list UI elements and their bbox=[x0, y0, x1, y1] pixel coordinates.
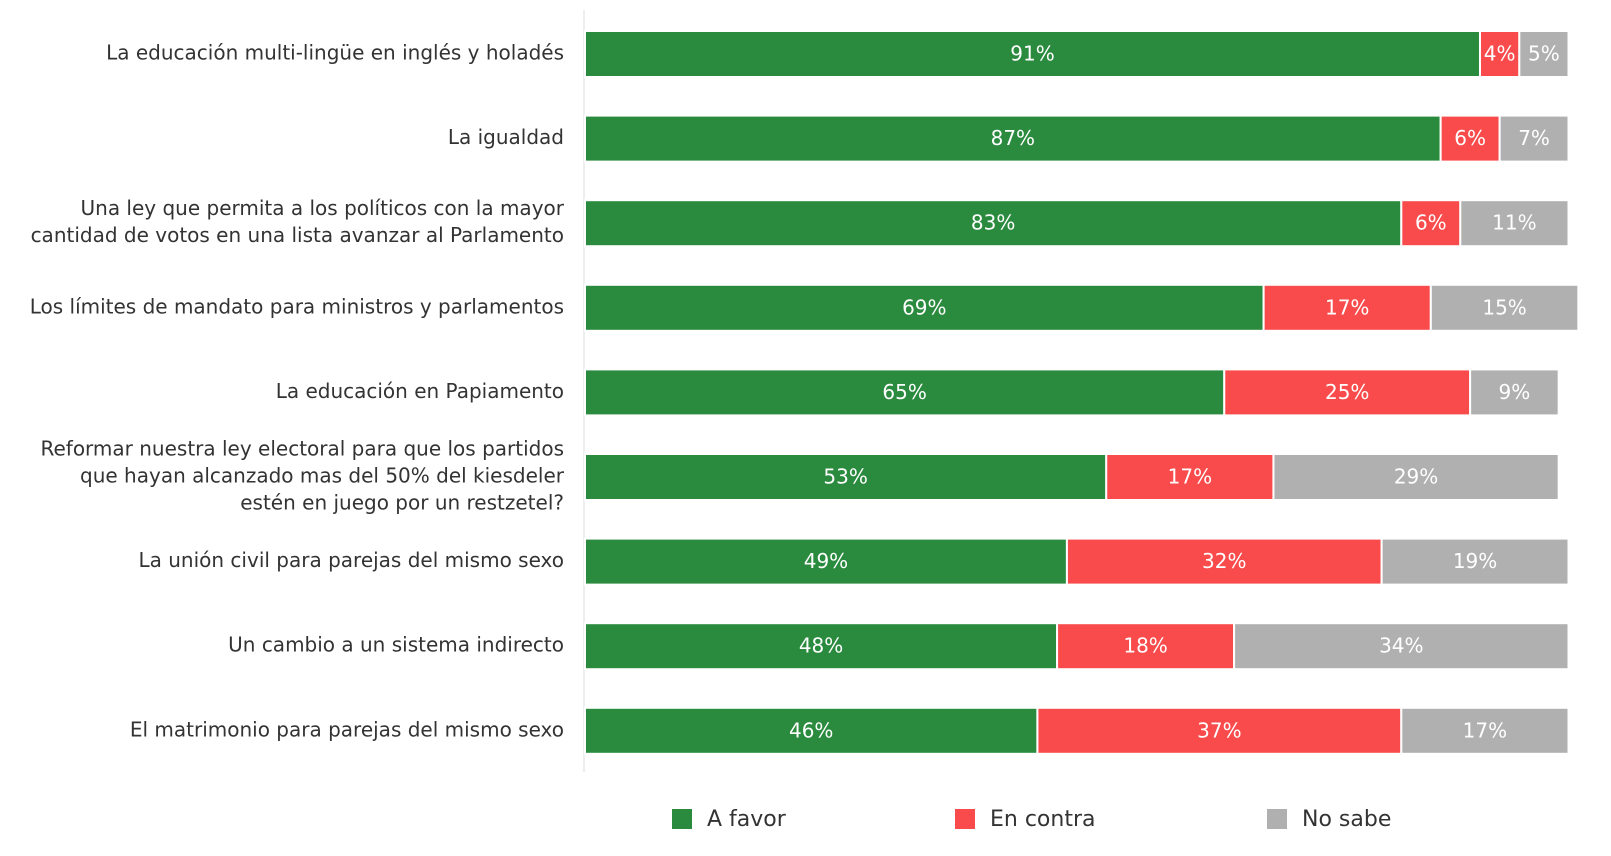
value-label: 49% bbox=[804, 549, 848, 573]
value-label: 25% bbox=[1325, 380, 1369, 404]
legend-swatch bbox=[955, 809, 975, 829]
value-label: 34% bbox=[1379, 634, 1423, 658]
bar-segment bbox=[584, 453, 1108, 501]
bar-segment bbox=[1233, 622, 1570, 671]
legend-label: No sabe bbox=[1302, 807, 1391, 832]
category-label: Reformar nuestra ley electoral para que … bbox=[40, 437, 564, 461]
bar-segment bbox=[1105, 453, 1275, 501]
category-label: La unión civil para parejas del mismo se… bbox=[139, 548, 565, 572]
value-label: 6% bbox=[1454, 126, 1486, 150]
bar-segment bbox=[1262, 283, 1432, 332]
value-label: 9% bbox=[1499, 380, 1531, 404]
category-label: Los límites de mandato para ministros y … bbox=[30, 294, 564, 318]
value-label: 37% bbox=[1197, 718, 1241, 742]
category-label: que hayan alcanzado mas del 50% del kies… bbox=[80, 464, 565, 488]
value-label: 29% bbox=[1394, 465, 1438, 489]
bar-segment bbox=[1429, 283, 1580, 332]
value-label: 4% bbox=[1484, 42, 1516, 66]
bar-segment bbox=[1498, 114, 1570, 163]
bar-segment bbox=[1518, 30, 1570, 78]
category-label: Un cambio a un sistema indirecto bbox=[228, 633, 564, 657]
legend-swatch bbox=[1267, 809, 1287, 829]
value-label: 46% bbox=[789, 718, 833, 742]
value-label: 65% bbox=[882, 380, 926, 404]
value-label: 11% bbox=[1492, 211, 1536, 235]
bar-segment bbox=[584, 368, 1226, 417]
category-label: La igualdad bbox=[448, 125, 564, 149]
bar-segment bbox=[1400, 706, 1570, 755]
bar-segment bbox=[1469, 368, 1560, 417]
value-label: 7% bbox=[1518, 126, 1550, 150]
legend-label: En contra bbox=[990, 807, 1096, 832]
bar-segment bbox=[1065, 537, 1383, 586]
bar-segment bbox=[584, 283, 1265, 332]
value-label: 48% bbox=[799, 634, 843, 658]
bar-segment bbox=[1056, 622, 1236, 671]
category-label: La educación en Papiamento bbox=[276, 379, 564, 403]
value-label: 15% bbox=[1482, 295, 1526, 319]
category-label: estén en juego por un restzetel? bbox=[240, 491, 564, 515]
bar-segment bbox=[1459, 199, 1570, 248]
bar-segment bbox=[1478, 30, 1521, 78]
value-label: 91% bbox=[1010, 42, 1054, 66]
category-label: El matrimonio para parejas del mismo sex… bbox=[130, 717, 564, 741]
value-label: 17% bbox=[1168, 465, 1212, 489]
bar-segment bbox=[1272, 453, 1560, 501]
value-label: 5% bbox=[1528, 42, 1560, 66]
value-label: 83% bbox=[971, 211, 1015, 235]
value-label: 87% bbox=[991, 126, 1035, 150]
category-label: cantidad de votos en una lista avanzar a… bbox=[31, 223, 564, 247]
value-label: 17% bbox=[1325, 295, 1369, 319]
category-label: Una ley que permita a los políticos con … bbox=[81, 196, 565, 220]
legend-label: A favor bbox=[707, 807, 787, 832]
bar-segment bbox=[1036, 706, 1403, 755]
value-label: 32% bbox=[1202, 549, 1246, 573]
bar-segment bbox=[1380, 537, 1570, 586]
value-label: 17% bbox=[1463, 718, 1507, 742]
value-label: 18% bbox=[1123, 634, 1167, 658]
value-label: 6% bbox=[1415, 211, 1447, 235]
bar-segment bbox=[1223, 368, 1472, 417]
legend-swatch bbox=[672, 809, 692, 829]
value-label: 53% bbox=[823, 465, 867, 489]
value-label: 69% bbox=[902, 295, 946, 319]
category-label: La educación multi-lingüe en inglés y ho… bbox=[106, 41, 564, 65]
value-label: 19% bbox=[1453, 549, 1497, 573]
bar-segment bbox=[584, 537, 1068, 586]
